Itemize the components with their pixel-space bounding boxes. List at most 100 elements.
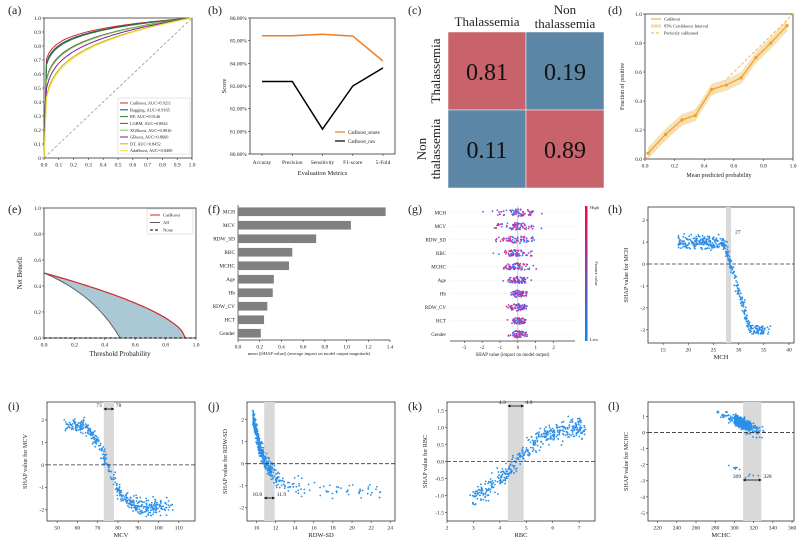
row-label: MCH	[435, 212, 447, 217]
bar-label: Gender	[219, 331, 235, 337]
data-point	[758, 426, 761, 429]
data-point	[375, 485, 378, 488]
range-arrow-head	[111, 407, 114, 411]
data-point	[580, 432, 582, 435]
data-point	[567, 436, 569, 439]
data-point	[752, 333, 755, 335]
data-point	[752, 422, 755, 425]
data-point	[558, 433, 561, 436]
data-point	[295, 485, 298, 488]
data-point	[686, 238, 689, 240]
x-tick-label: 0.6	[129, 163, 136, 169]
data-point	[508, 472, 510, 475]
data-point	[118, 486, 121, 489]
data-point	[87, 424, 90, 427]
data-point	[736, 281, 739, 284]
data-point	[64, 421, 67, 423]
shap-point	[530, 226, 533, 228]
data-point	[558, 432, 561, 435]
data-point	[744, 427, 747, 430]
data-point	[504, 468, 507, 470]
y-tick-label: 0.8	[34, 232, 41, 238]
panel-c-confusion: 0.81 0.190.11 0.89ThalassemiaNonthalassemi…	[414, 2, 605, 189]
shap-point	[531, 227, 534, 230]
x-tick-label: 24	[387, 526, 393, 532]
data-point	[746, 317, 748, 320]
data-point	[757, 330, 760, 333]
data-point	[145, 515, 148, 518]
shap-point	[522, 292, 525, 295]
shap-point	[530, 211, 533, 214]
data-point	[481, 489, 483, 492]
shap-point	[516, 237, 519, 240]
data-point	[140, 500, 143, 503]
shap-point	[515, 334, 518, 336]
shap-point	[521, 254, 524, 257]
data-point	[255, 442, 258, 445]
bar-HCT	[238, 315, 265, 325]
data-point	[738, 293, 740, 295]
chance-diagonal	[43, 17, 193, 159]
x-tick-label: 30	[736, 348, 742, 354]
data-point	[685, 245, 688, 248]
data-point	[580, 426, 583, 429]
x-tick-label: 240	[673, 526, 682, 532]
data-point	[736, 292, 739, 295]
data-point	[756, 430, 759, 433]
data-point	[677, 234, 680, 237]
data-point	[104, 454, 107, 457]
data-point	[698, 243, 701, 246]
data-point	[147, 509, 149, 512]
x-tick-label: 360	[788, 526, 797, 532]
shap-point	[508, 238, 511, 241]
data-point	[496, 481, 499, 483]
data-point	[581, 438, 583, 441]
shap-point	[518, 254, 521, 257]
data-point	[697, 234, 700, 236]
data-point	[729, 259, 732, 262]
shap-point	[505, 209, 508, 212]
shap-point	[513, 268, 516, 271]
shap-point	[513, 221, 516, 224]
data-point	[77, 421, 80, 424]
shap-point	[514, 316, 517, 319]
data-point	[508, 464, 511, 467]
x-axis-label: MCHC	[711, 532, 730, 539]
shap-point	[520, 295, 522, 298]
data-point	[729, 271, 732, 274]
y-axis-label: Fraction of positive	[619, 63, 626, 110]
shap-point	[495, 226, 498, 229]
data-point	[736, 466, 738, 469]
y-tick-label: 0.0	[635, 157, 642, 163]
shap-point	[516, 267, 519, 270]
data-point	[571, 425, 574, 428]
data-point	[507, 473, 510, 476]
data-point	[163, 508, 166, 510]
data-point	[150, 509, 152, 512]
shap-point	[528, 213, 531, 216]
data-point	[139, 510, 142, 512]
data-point	[740, 298, 743, 301]
shap-point	[517, 278, 520, 281]
data-point	[68, 426, 71, 429]
data-point	[487, 487, 490, 490]
data-point	[101, 448, 104, 451]
shap-point	[518, 322, 521, 325]
x-tick-label: 6	[551, 526, 554, 532]
data-point	[167, 504, 170, 507]
calibration-point	[754, 55, 758, 60]
data-point	[715, 237, 718, 240]
data-point	[716, 240, 718, 242]
shap-point	[510, 304, 513, 307]
shap-point	[514, 295, 516, 298]
data-point	[165, 496, 168, 499]
legend-label: CatBoost	[163, 213, 181, 218]
data-point	[94, 434, 97, 437]
shap-point	[515, 255, 518, 257]
data-point	[254, 426, 257, 429]
data-point	[123, 498, 125, 500]
shap-point	[511, 309, 513, 311]
data-point	[571, 433, 574, 435]
data-point	[264, 455, 266, 458]
